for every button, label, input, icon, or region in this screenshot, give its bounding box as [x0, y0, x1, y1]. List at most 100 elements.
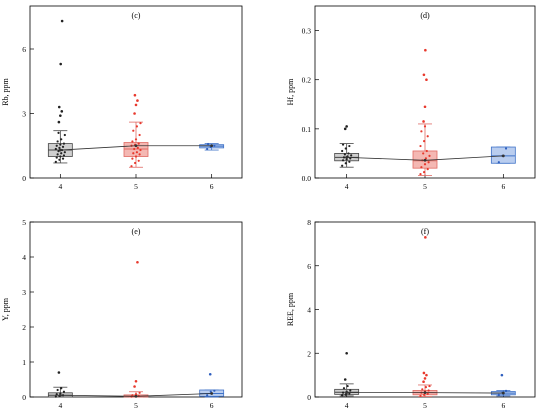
plot-frame: [29, 221, 243, 398]
panel-tag: (f): [421, 227, 429, 236]
data-point: [420, 166, 423, 169]
outlier-point: [136, 260, 139, 264]
data-point: [61, 157, 65, 160]
y-tick-label: 6: [307, 262, 311, 271]
data-point: [424, 386, 427, 389]
mean-marker: [345, 155, 349, 159]
outlier-point: [57, 371, 61, 374]
data-point: [504, 147, 508, 150]
x-tick-label: 6: [501, 401, 505, 408]
y-axis-label: Y, ppm: [1, 297, 10, 321]
data-point: [424, 157, 427, 160]
chart-panel-c: 0 3 6 4 5 6 Rb, ppm (c): [1, 5, 243, 191]
data-point: [62, 154, 66, 157]
mean-marker: [210, 144, 214, 148]
data-point: [342, 156, 346, 159]
outlier-point: [425, 78, 428, 82]
mean-marker: [501, 391, 505, 395]
data-point: [341, 391, 345, 394]
chart-panel-d: 0.0 0.1 0.2 0.3 4 5 6 Hf, ppm (d): [286, 5, 536, 191]
data-point: [422, 152, 425, 155]
data-point: [60, 387, 63, 390]
data-point: [426, 168, 429, 171]
panel-tag: (e): [132, 227, 141, 236]
y-tick-label: 8: [307, 218, 311, 227]
data-point: [131, 394, 134, 397]
y-tick-label: 0.1: [302, 125, 312, 134]
data-point: [54, 147, 57, 151]
data-point: [428, 384, 431, 388]
data-point: [132, 152, 135, 155]
plot-frame: [314, 221, 536, 398]
data-point: [56, 153, 59, 156]
data-point: [134, 161, 137, 165]
data-point: [62, 142, 66, 145]
data-point: [343, 153, 346, 156]
data-point: [423, 171, 426, 174]
mean-marker: [210, 392, 214, 395]
data-point: [497, 161, 500, 164]
data-point: [504, 389, 508, 392]
x-tick-label: 5: [423, 401, 427, 408]
mean-marker: [134, 394, 138, 398]
data-point: [130, 165, 133, 168]
mean-marker: [58, 148, 62, 152]
outlier-point: [343, 378, 347, 381]
x-tick-label: 6: [501, 182, 505, 191]
outlier-point: [134, 379, 138, 383]
mean-marker: [501, 154, 505, 158]
y-tick-label: 1: [22, 358, 26, 367]
data-point: [423, 393, 426, 396]
outlier-point: [345, 351, 348, 355]
mean-marker: [134, 144, 138, 148]
data-point: [206, 394, 209, 397]
data-point: [55, 144, 58, 147]
outlier-point: [208, 372, 212, 376]
outlier-point: [60, 110, 64, 113]
data-point: [344, 162, 347, 165]
y-tick-label: 0: [22, 174, 26, 183]
panel-tag: (d): [420, 11, 430, 20]
y-tick-label: 0.2: [302, 76, 312, 85]
data-point: [60, 152, 63, 155]
data-point: [136, 146, 139, 149]
data-point: [57, 131, 60, 134]
data-point: [347, 152, 350, 155]
chart-panel-e: 0 1 2 3 4 5 4 5 6 Y, ppm (e): [1, 218, 243, 408]
data-point: [426, 392, 429, 395]
y-axis-label: Hf, ppm: [286, 78, 295, 105]
data-point: [134, 155, 138, 158]
data-point: [54, 160, 57, 163]
outlier-point: [423, 377, 427, 380]
x-tick-label: 4: [345, 401, 349, 408]
x-tick-label: 6: [210, 401, 214, 408]
y-axis-label: Rb, ppm: [1, 77, 10, 105]
data-point: [341, 159, 345, 162]
outlier-point: [424, 236, 427, 239]
outlier-point: [57, 120, 61, 124]
outlier-point: [134, 103, 138, 107]
data-point: [348, 160, 351, 163]
y-tick-label: 6: [22, 45, 26, 54]
outlier-point: [133, 93, 137, 97]
x-tick-label: 4: [345, 182, 349, 191]
data-point: [419, 394, 422, 398]
data-point: [139, 148, 142, 152]
panel-tag: (c): [132, 11, 141, 20]
y-tick-label: 4: [307, 306, 311, 315]
outlier-point: [423, 105, 427, 109]
outlier-point: [60, 19, 64, 23]
chart-panel-f: 0 2 4 6 8 4 5 6 REE, ppm (f): [286, 218, 536, 408]
data-point: [497, 393, 500, 396]
mean-marker: [345, 391, 349, 395]
x-tick-label: 5: [134, 401, 138, 408]
outlier-point: [422, 380, 425, 383]
outlier-point: [422, 371, 426, 375]
data-point: [427, 389, 430, 392]
data-point: [206, 142, 210, 146]
data-point: [131, 140, 134, 143]
data-point: [427, 161, 430, 164]
data-point: [133, 147, 136, 151]
outlier-point: [500, 373, 504, 377]
data-point: [425, 149, 428, 153]
